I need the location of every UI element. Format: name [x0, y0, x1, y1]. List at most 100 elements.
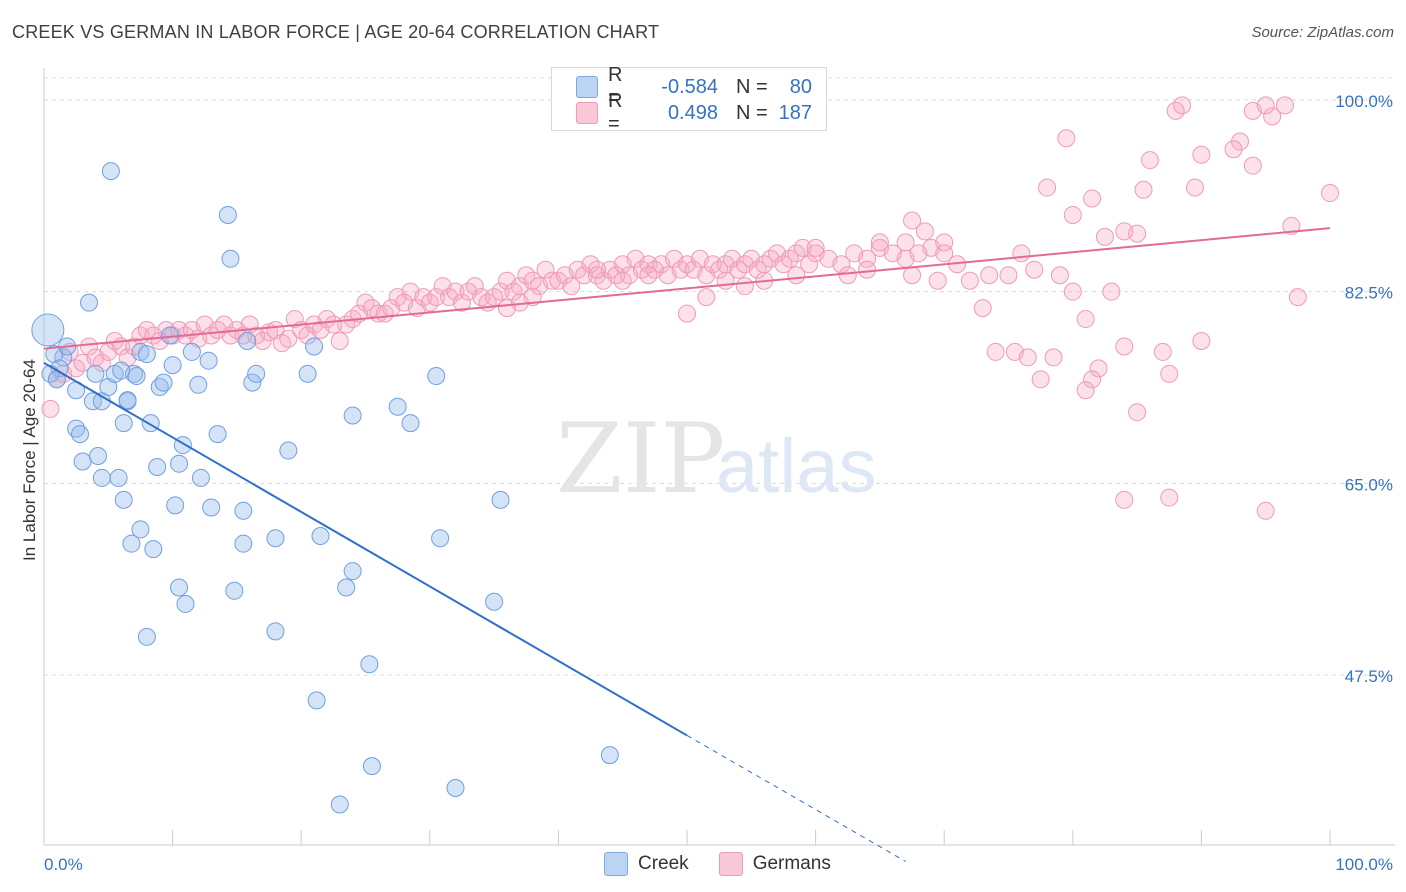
legend-r-value: -0.584	[661, 75, 718, 98]
legend-n-label: N =	[736, 75, 768, 98]
legend-n-label: N =	[736, 101, 768, 124]
creek-point	[330, 795, 349, 814]
germans-point	[1038, 178, 1057, 197]
creek-point	[170, 454, 189, 473]
germans-point	[999, 266, 1018, 285]
watermark: ZIP atlas	[556, 403, 877, 515]
germans-point	[935, 244, 954, 263]
germans-point	[446, 282, 465, 301]
creek-point	[83, 392, 102, 411]
chart-title: CREEK VS GERMAN IN LABOR FORCE | AGE 20-…	[12, 22, 660, 42]
germans-point	[1263, 107, 1282, 126]
germans-point	[806, 238, 825, 257]
creek-point	[99, 377, 118, 396]
germans-point	[1063, 205, 1082, 224]
germans-point	[1160, 364, 1179, 383]
y-tick-label: 47.5%	[1345, 667, 1393, 686]
creek-point	[122, 534, 141, 553]
germans-point	[716, 271, 735, 290]
creek-point	[446, 779, 465, 798]
legend-n-value: 187	[778, 101, 812, 124]
germans-point	[1153, 342, 1172, 361]
creek-point	[86, 364, 105, 383]
creek-point	[243, 373, 262, 392]
germans-point	[960, 271, 979, 290]
creek-point	[401, 414, 420, 433]
germans-point	[1031, 370, 1050, 389]
creek-point	[101, 162, 120, 181]
trend-lines	[43, 227, 1331, 862]
creek-point	[491, 490, 510, 509]
creek-legend-swatch	[604, 852, 628, 876]
germans-point	[1160, 488, 1179, 507]
legend-n-value: 80	[789, 75, 812, 98]
germans-point	[1089, 359, 1108, 378]
germans-point	[536, 260, 555, 279]
creek-point	[189, 375, 208, 394]
creek-point	[362, 757, 381, 776]
germans-point	[452, 293, 471, 312]
creek-point	[176, 594, 195, 613]
germans-point	[253, 331, 272, 350]
creek-point	[427, 367, 446, 386]
germans-point	[1192, 145, 1211, 164]
germans-point	[1115, 337, 1134, 356]
x-tick-label: 100.0%	[1335, 855, 1393, 874]
legend-r-value: 0.498	[667, 101, 718, 124]
germans-legend-label: Germans	[752, 853, 831, 874]
germans-point	[787, 266, 806, 285]
creek-point	[225, 581, 244, 600]
creek-point	[50, 359, 69, 378]
creek-point	[163, 356, 182, 375]
germans-point	[1243, 156, 1262, 175]
germans-point	[1185, 178, 1204, 197]
creek-point	[298, 364, 317, 383]
creek-point	[109, 468, 128, 487]
legend-r-label: R =	[608, 64, 623, 109]
creek-trend-line	[43, 362, 688, 737]
germans-point	[858, 260, 877, 279]
y-tick-label: 82.5%	[1345, 284, 1393, 303]
germans-point	[1025, 260, 1044, 279]
germans-point	[1076, 310, 1095, 329]
source-label: Source: ZipAtlas.com	[1251, 24, 1394, 41]
y-tick-label: 100.0%	[1335, 92, 1393, 111]
creek-point	[131, 342, 150, 361]
germans-point	[1230, 132, 1249, 151]
creek-point	[114, 490, 133, 509]
germans-point	[1256, 96, 1275, 115]
creek-point	[307, 691, 326, 710]
watermark-atlas: atlas	[716, 424, 877, 509]
creek-point	[431, 529, 450, 548]
creek-point	[137, 345, 156, 364]
creek-point	[343, 562, 362, 581]
germans-point	[1173, 96, 1192, 115]
germans-point	[903, 211, 922, 230]
germans-point	[1192, 331, 1211, 350]
creek-point	[360, 655, 379, 674]
creek-point	[600, 746, 619, 765]
creek-point	[31, 313, 65, 347]
creek-point	[148, 457, 167, 476]
germans-point	[903, 266, 922, 285]
creek-point	[311, 527, 330, 546]
creek-point	[234, 501, 253, 520]
germans-point	[613, 271, 632, 290]
germans-point	[1076, 381, 1095, 400]
germans-point	[896, 233, 915, 252]
germans-point	[279, 329, 298, 348]
germans-point	[832, 255, 851, 274]
germans-point	[41, 399, 60, 418]
germans-point	[1102, 282, 1121, 301]
creek-point	[266, 622, 285, 641]
germans-point	[330, 331, 349, 350]
germans-point	[838, 266, 857, 285]
creek-point	[485, 592, 504, 611]
creek-point	[238, 331, 257, 350]
creek-point	[202, 498, 221, 517]
germans-point	[928, 271, 947, 290]
axes	[43, 68, 1395, 846]
creek-legend-label: Creek	[638, 853, 689, 874]
creek-point	[137, 627, 156, 646]
